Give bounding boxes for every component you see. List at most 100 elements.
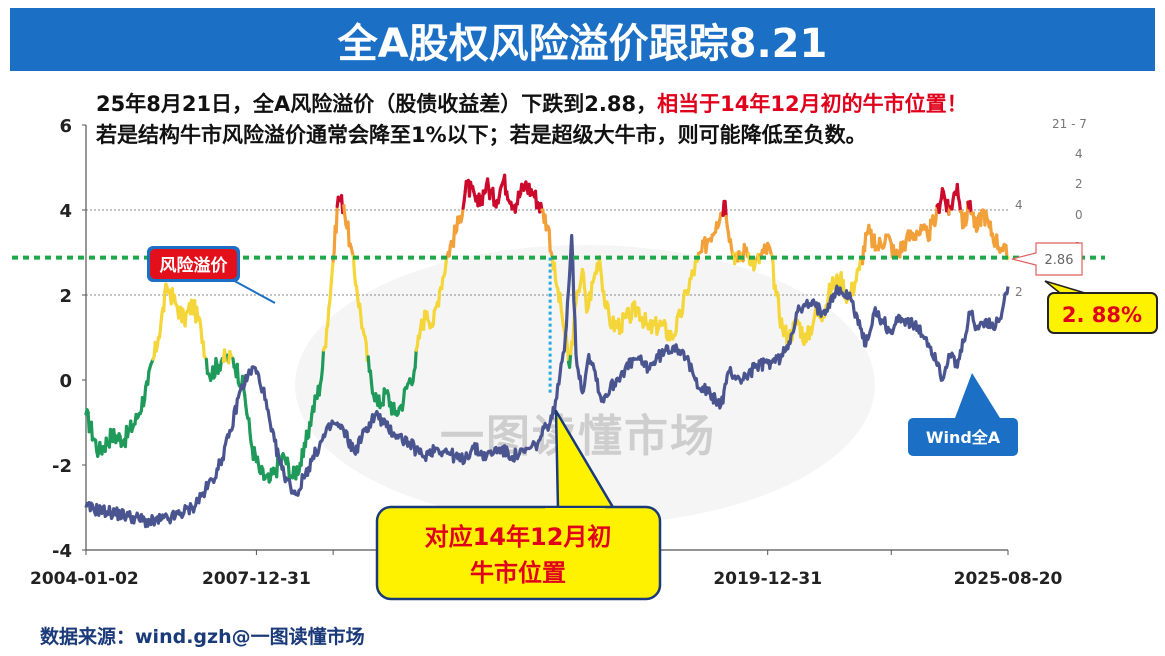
premium-segment bbox=[599, 275, 605, 293]
premium-segment bbox=[995, 233, 1000, 251]
premium-segment bbox=[89, 420, 94, 442]
y-tick-label: -4 bbox=[52, 541, 72, 562]
y-tick-label: 0 bbox=[59, 371, 72, 392]
premium-segment bbox=[324, 327, 329, 349]
premium-segment bbox=[771, 261, 776, 290]
premium-segment bbox=[319, 366, 325, 381]
premium-segment bbox=[558, 291, 563, 310]
premium-segment bbox=[329, 271, 334, 289]
premium-segment bbox=[146, 369, 151, 386]
premium-segment bbox=[162, 289, 167, 313]
right-axis-label: 4 bbox=[1015, 198, 1023, 212]
premium-label-text: 风险溢价 bbox=[160, 255, 229, 276]
premium-segment bbox=[447, 244, 452, 258]
x-tick-label: 2025-08-20 bbox=[954, 569, 1063, 589]
callout-text-line-1: 对应14年12月初 bbox=[425, 523, 612, 551]
callout-join bbox=[545, 508, 605, 512]
premium-segment bbox=[199, 327, 204, 345]
current-value-text: 2. 88% bbox=[1062, 303, 1142, 327]
x-tick-label: 2004-01-02 bbox=[30, 569, 139, 589]
premium-segment bbox=[602, 289, 607, 307]
premium-segment bbox=[247, 417, 252, 436]
premium-segment bbox=[235, 362, 240, 385]
premium-segment bbox=[183, 311, 188, 328]
end-value-text: 2.86 bbox=[1045, 253, 1074, 268]
x-tick-label: 2019-12-31 bbox=[713, 569, 822, 589]
premium-segment bbox=[204, 357, 210, 375]
premium-label-box bbox=[150, 249, 237, 279]
premium-segment bbox=[552, 261, 558, 283]
page-title: 全A股权风险溢价跟踪8.21 bbox=[10, 8, 1155, 71]
premium-segment bbox=[692, 260, 697, 277]
premium-segment bbox=[181, 307, 186, 323]
premium-segment bbox=[680, 296, 686, 314]
premium-segment bbox=[784, 324, 789, 345]
callout-box bbox=[375, 505, 662, 601]
premium-segment bbox=[243, 393, 248, 408]
premium-segment bbox=[431, 309, 436, 327]
premium-segment bbox=[320, 348, 326, 370]
premium-segment bbox=[334, 204, 339, 234]
premium-segment bbox=[369, 381, 375, 395]
right-axis-label: 2 bbox=[1015, 285, 1023, 299]
premium-segment bbox=[158, 314, 164, 330]
premium-segment bbox=[142, 385, 148, 402]
premium-segment bbox=[776, 296, 782, 320]
premium-segment bbox=[443, 260, 448, 275]
premium-segment bbox=[401, 387, 407, 404]
premium-segment bbox=[903, 238, 908, 252]
premium-segment bbox=[330, 259, 335, 275]
premium-segment bbox=[547, 228, 552, 253]
premium-segment bbox=[581, 271, 587, 290]
premium-segment bbox=[663, 321, 669, 339]
premium-segment bbox=[354, 284, 360, 300]
callout-text-line-2: 牛市位置 bbox=[470, 559, 566, 587]
right-axis-label: 4 bbox=[1075, 147, 1083, 161]
premium-segment bbox=[157, 326, 163, 340]
premium-segment bbox=[637, 307, 642, 322]
y-tick-label: 6 bbox=[59, 116, 72, 137]
data-source: 数据来源：wind.gzh@一图读懂市场 bbox=[40, 626, 365, 648]
y-tick-label: -2 bbox=[52, 456, 72, 477]
premium-segment bbox=[440, 276, 445, 291]
index-label-text: Wind全A bbox=[926, 428, 1001, 447]
premium-segment bbox=[343, 213, 348, 227]
premium-segment bbox=[358, 302, 363, 318]
right-axis-label: 21 - 7 bbox=[1052, 117, 1087, 131]
premium-segment bbox=[687, 277, 692, 291]
premium-segment bbox=[359, 314, 364, 330]
premium-segment bbox=[317, 382, 322, 397]
premium-segment bbox=[643, 311, 648, 327]
premium-segment bbox=[352, 270, 358, 287]
premium-segment bbox=[934, 204, 939, 221]
y-tick-label: 4 bbox=[59, 201, 72, 222]
end-value-bubble bbox=[1011, 242, 1083, 276]
x-tick-label: 2007-12-31 bbox=[202, 569, 311, 589]
premium-segment bbox=[928, 218, 933, 241]
premium-segment bbox=[854, 269, 859, 283]
right-axis-label: 0 bbox=[1075, 208, 1083, 222]
premium-segment bbox=[674, 315, 679, 334]
index-label-box bbox=[908, 418, 1018, 456]
current-value-box bbox=[1047, 292, 1158, 334]
premium-segment bbox=[574, 290, 579, 305]
premium-segment bbox=[589, 280, 594, 302]
premium-segment bbox=[955, 182, 960, 199]
y-tick-label: 2 bbox=[59, 286, 72, 307]
premium-segment bbox=[779, 317, 785, 331]
premium-segment bbox=[413, 348, 418, 370]
series-wind-all-a bbox=[84, 233, 1010, 529]
premium-segment bbox=[607, 313, 612, 327]
premium-segment bbox=[309, 412, 314, 427]
premium-segment bbox=[565, 346, 571, 364]
subtitle-line-1-text: 25年8月21日，全A风险溢价（股债收益差）下跌到2.88， bbox=[96, 92, 658, 116]
subtitle-line-1: 25年8月21日，全A风险溢价（股债收益差）下跌到2.88，相当于14年12月初… bbox=[96, 88, 968, 118]
right-axis-label: 2 bbox=[1075, 177, 1083, 191]
index-label-pointer bbox=[955, 373, 1000, 418]
premium-segment bbox=[598, 265, 604, 279]
premium-segment bbox=[979, 208, 984, 227]
premium-segment bbox=[975, 214, 981, 231]
subtitle-line-2: 若是结构牛市风险溢价通常会降至1%以下；若是超级大牛市，则可能降低至负数。 bbox=[96, 123, 867, 147]
premium-segment bbox=[629, 302, 635, 321]
